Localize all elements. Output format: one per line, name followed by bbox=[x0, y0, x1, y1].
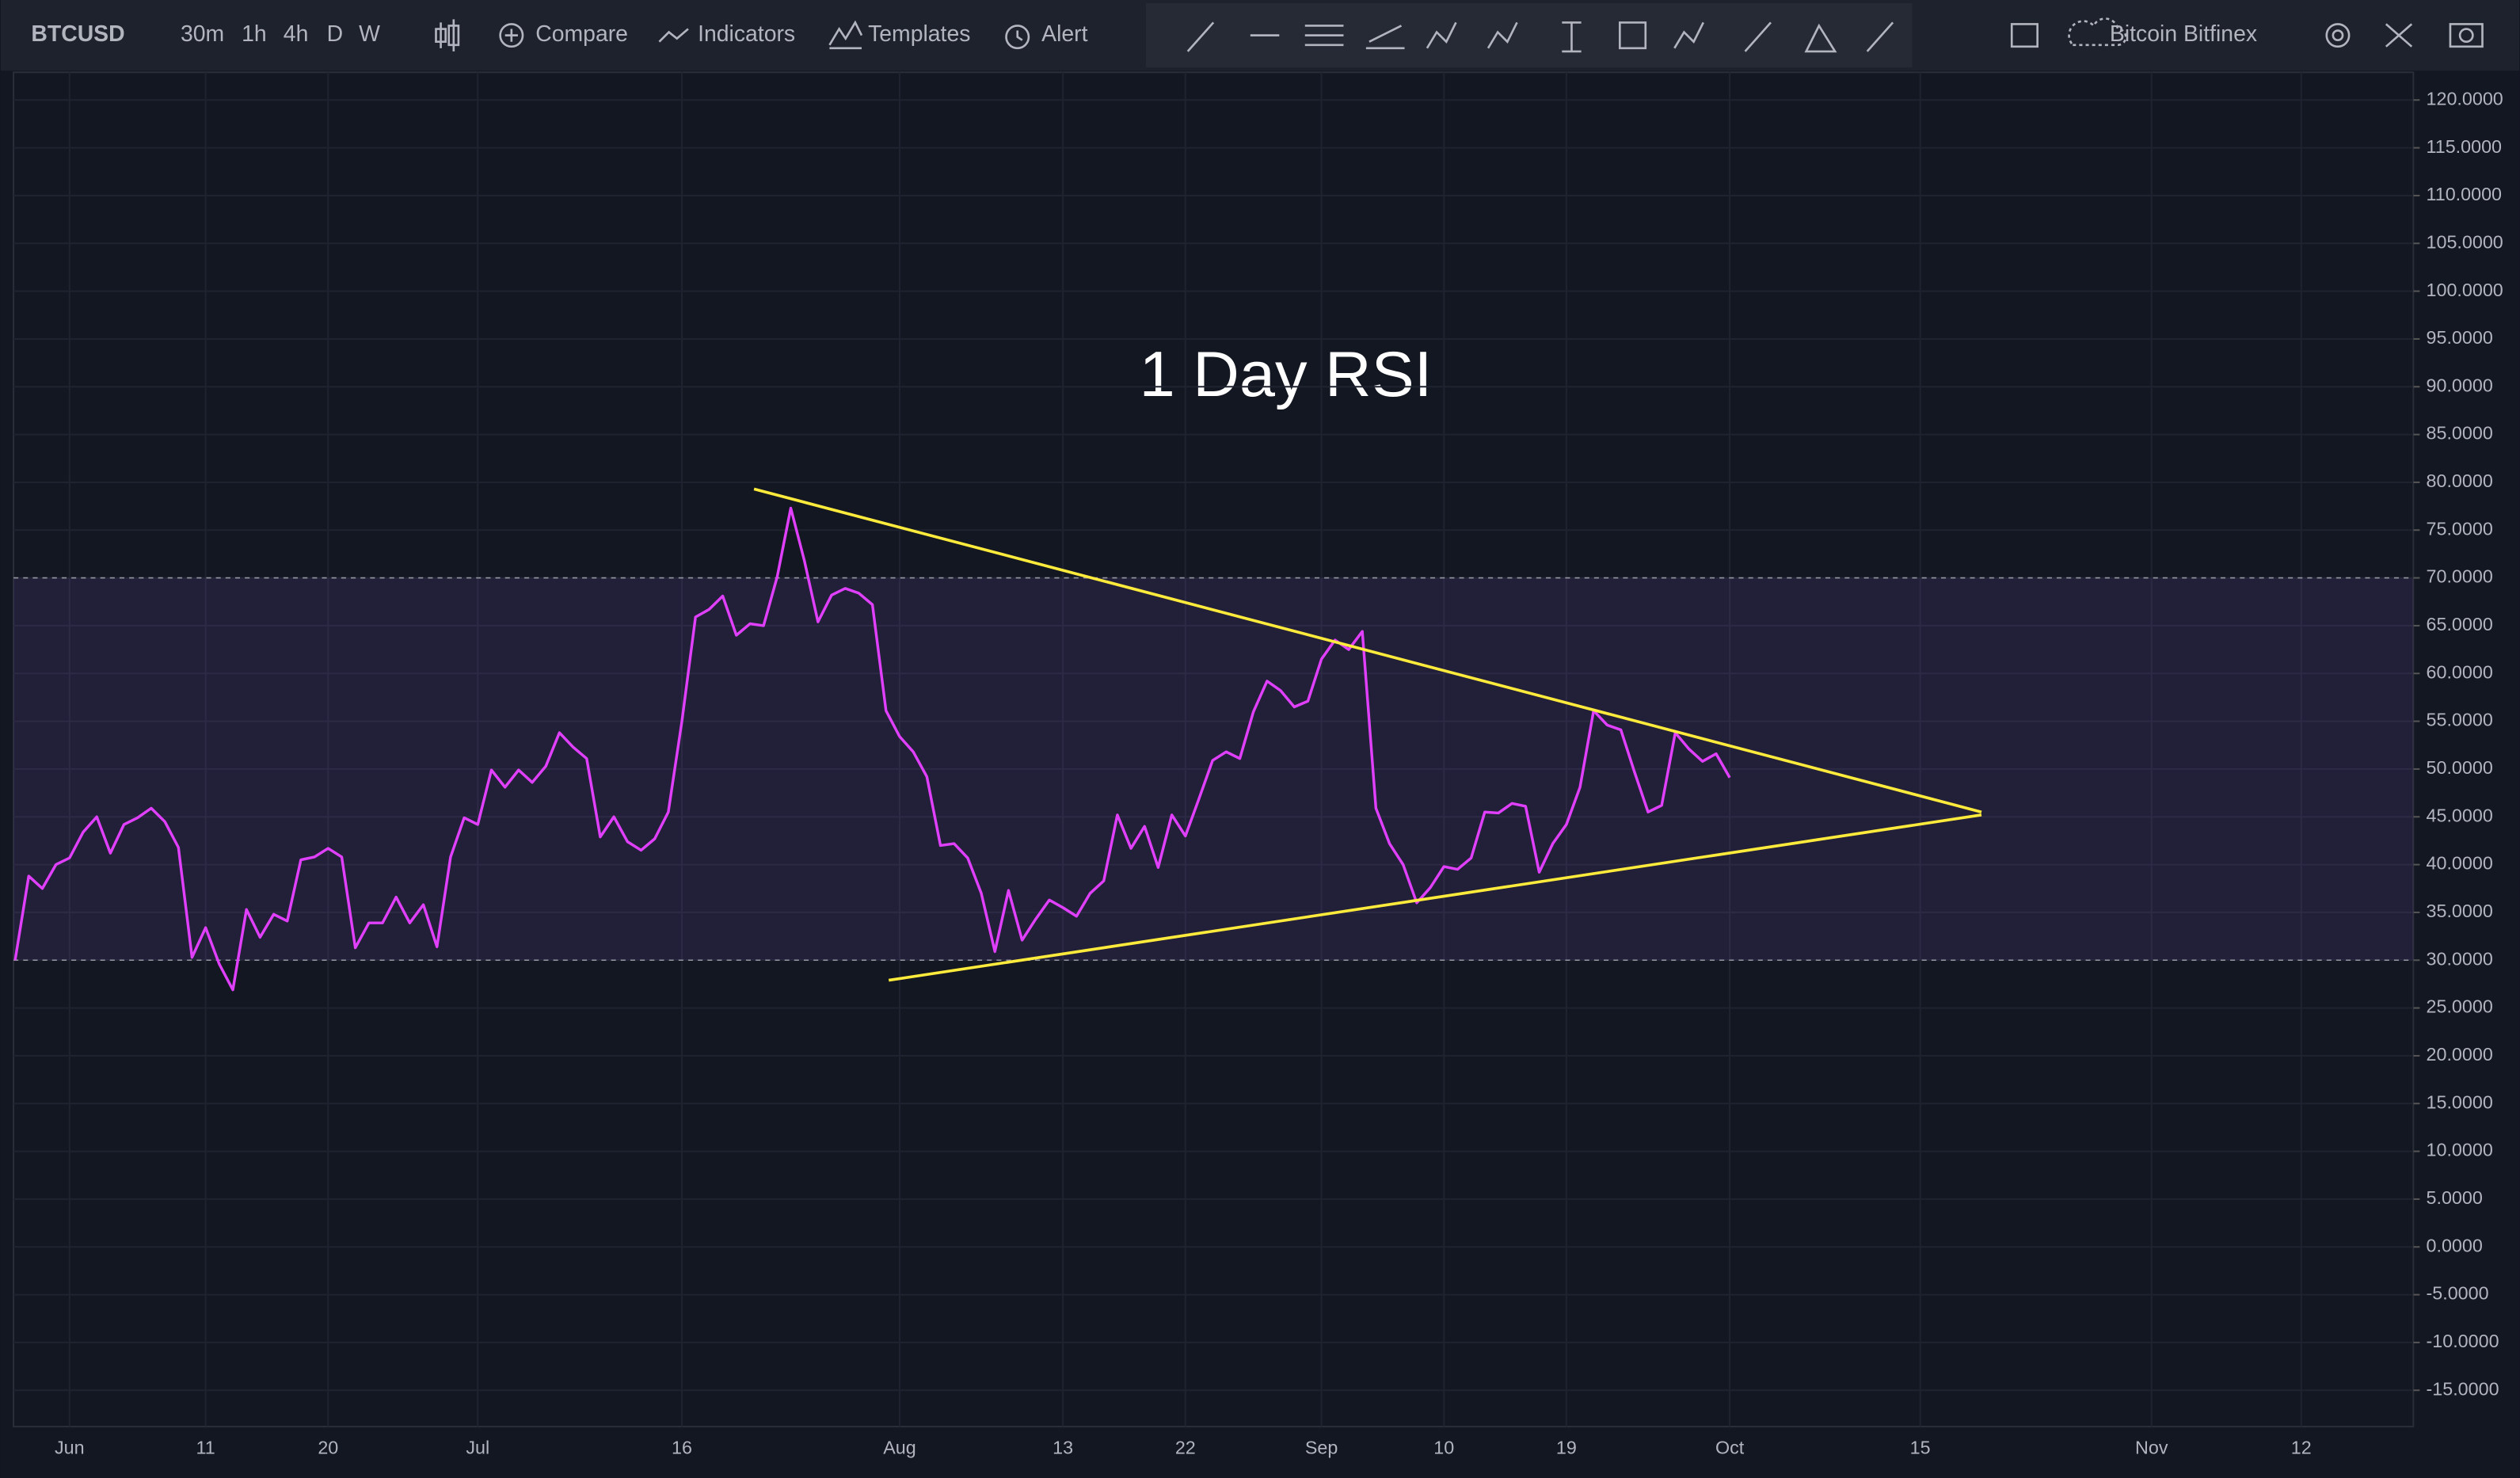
y-tick-label: -10.0000 bbox=[2427, 1331, 2499, 1351]
x-tick-label: Aug bbox=[883, 1438, 915, 1458]
y-tick-label: 20.0000 bbox=[2427, 1044, 2493, 1065]
trendline bbox=[753, 487, 1982, 813]
x-tick-label: 13 bbox=[1053, 1438, 1073, 1458]
interval-button[interactable]: D bbox=[327, 21, 343, 47]
x-tick-label: 12 bbox=[2291, 1438, 2312, 1458]
exchange[interactable]: Bitcoin Bitfinex bbox=[2110, 21, 2257, 47]
y-tick-label: 0.0000 bbox=[2427, 1235, 2483, 1255]
interval-button[interactable]: 1h bbox=[242, 21, 267, 47]
toolbar-icons bbox=[435, 17, 2484, 53]
plot-area bbox=[13, 71, 2415, 1428]
x-tick-label: Jun bbox=[55, 1438, 85, 1458]
symbol[interactable]: BTCUSD bbox=[31, 21, 124, 47]
y-tick-label: 10.0000 bbox=[2427, 1140, 2493, 1160]
x-tick-label: 16 bbox=[672, 1438, 692, 1458]
x-tick-label: 11 bbox=[196, 1438, 215, 1458]
toolbar-button[interactable]: Templates bbox=[868, 21, 970, 47]
y-tick-label: 75.0000 bbox=[2427, 518, 2493, 539]
x-tick-label: 20 bbox=[318, 1438, 338, 1458]
x-tick-label: Sep bbox=[1305, 1438, 1338, 1458]
y-tick-label: 30.0000 bbox=[2427, 948, 2493, 969]
band-fill bbox=[13, 577, 2414, 961]
rsi-line bbox=[13, 506, 1731, 992]
y-tick-label: 40.0000 bbox=[2427, 853, 2493, 874]
y-tick-label: 15.0000 bbox=[2427, 1091, 2493, 1112]
toolbar-button[interactable]: Indicators bbox=[698, 21, 795, 47]
interval-button[interactable]: 30m bbox=[181, 21, 224, 47]
y-tick-label: 85.0000 bbox=[2427, 423, 2493, 444]
y-tick-label: 45.0000 bbox=[2427, 805, 2493, 825]
x-tick-label: 15 bbox=[1910, 1438, 1931, 1458]
y-tick-label: 55.0000 bbox=[2427, 710, 2493, 730]
x-tick-label: Oct bbox=[1715, 1438, 1745, 1458]
y-tick-label: 35.0000 bbox=[2427, 901, 2493, 921]
interval-button[interactable]: 4h bbox=[284, 21, 309, 47]
y-tick-label: 65.0000 bbox=[2427, 614, 2493, 634]
y-tick-label: -5.0000 bbox=[2427, 1283, 2489, 1304]
x-tick-label: 22 bbox=[1175, 1438, 1196, 1458]
annotation: 1 Day RSI bbox=[1140, 339, 1433, 410]
x-tick-label: 10 bbox=[1433, 1438, 1454, 1458]
y-tick-label: 110.0000 bbox=[2427, 184, 2503, 204]
x-tick-label: 19 bbox=[1556, 1438, 1577, 1458]
y-tick-label: 90.0000 bbox=[2427, 375, 2493, 395]
y-tick-label: 25.0000 bbox=[2427, 996, 2493, 1017]
y-tick-label: 120.0000 bbox=[2427, 88, 2503, 109]
y-tick-label: 70.0000 bbox=[2427, 566, 2493, 587]
y-tick-label: 105.0000 bbox=[2427, 231, 2503, 252]
grid bbox=[13, 72, 2414, 1427]
y-tick-label: 60.0000 bbox=[2427, 661, 2493, 682]
y-tick-label: 95.0000 bbox=[2427, 327, 2493, 348]
y-tick-label: 5.0000 bbox=[2427, 1187, 2483, 1208]
y-tick-label: -15.0000 bbox=[2427, 1378, 2499, 1399]
y-tick-label: 115.0000 bbox=[2427, 136, 2503, 157]
x-tick-label: Nov bbox=[2135, 1438, 2168, 1458]
y-tick-label: 100.0000 bbox=[2427, 280, 2503, 300]
y-tick-label: 50.0000 bbox=[2427, 757, 2493, 778]
toolbar-button[interactable]: Alert bbox=[1041, 21, 1087, 47]
trendline bbox=[888, 813, 1982, 982]
interval-button[interactable]: W bbox=[359, 21, 380, 47]
y-tick-label: 80.0000 bbox=[2427, 470, 2493, 491]
x-tick-label: Jul bbox=[466, 1438, 489, 1458]
toolbar-button[interactable]: Compare bbox=[535, 21, 628, 47]
